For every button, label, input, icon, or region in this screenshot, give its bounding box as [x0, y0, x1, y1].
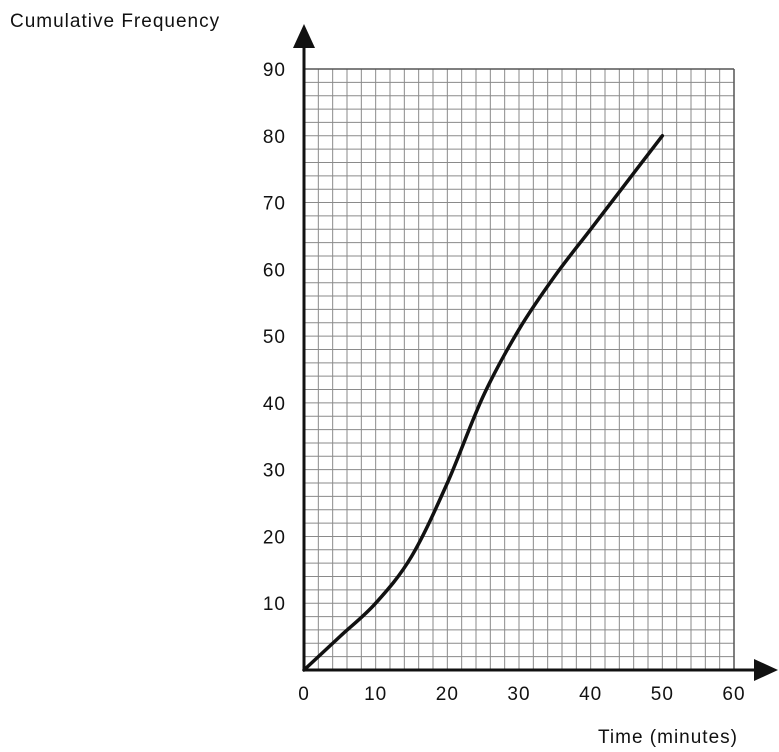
- x-axis-label: Time (minutes): [598, 727, 738, 748]
- x-tick-labels: 0 10 20 30 40 50 60: [298, 684, 745, 705]
- y-axis-label: Cumulative Frequency: [10, 11, 220, 32]
- grid-minor-lines: [304, 69, 734, 670]
- y-tick-label: 90: [263, 60, 286, 81]
- x-axis-arrow: [754, 659, 778, 681]
- x-tick-label: 60: [722, 684, 745, 705]
- y-tick-label: 60: [263, 260, 286, 281]
- y-tick-label: 30: [263, 461, 286, 482]
- y-tick-labels: 10 20 30 40 50 60 70 80 90: [263, 60, 286, 615]
- y-tick-label: 70: [263, 194, 286, 215]
- x-tick-label: 0: [298, 684, 310, 705]
- y-tick-label: 80: [263, 127, 286, 148]
- y-tick-label: 10: [263, 594, 286, 615]
- y-tick-label: 40: [263, 394, 286, 415]
- y-tick-label: 20: [263, 527, 286, 548]
- x-tick-label: 50: [651, 684, 674, 705]
- y-axis-arrow: [293, 24, 315, 48]
- x-tick-label: 40: [579, 684, 602, 705]
- x-tick-label: 20: [436, 684, 459, 705]
- y-tick-label: 50: [263, 327, 286, 348]
- x-tick-label: 10: [364, 684, 387, 705]
- x-tick-label: 30: [507, 684, 530, 705]
